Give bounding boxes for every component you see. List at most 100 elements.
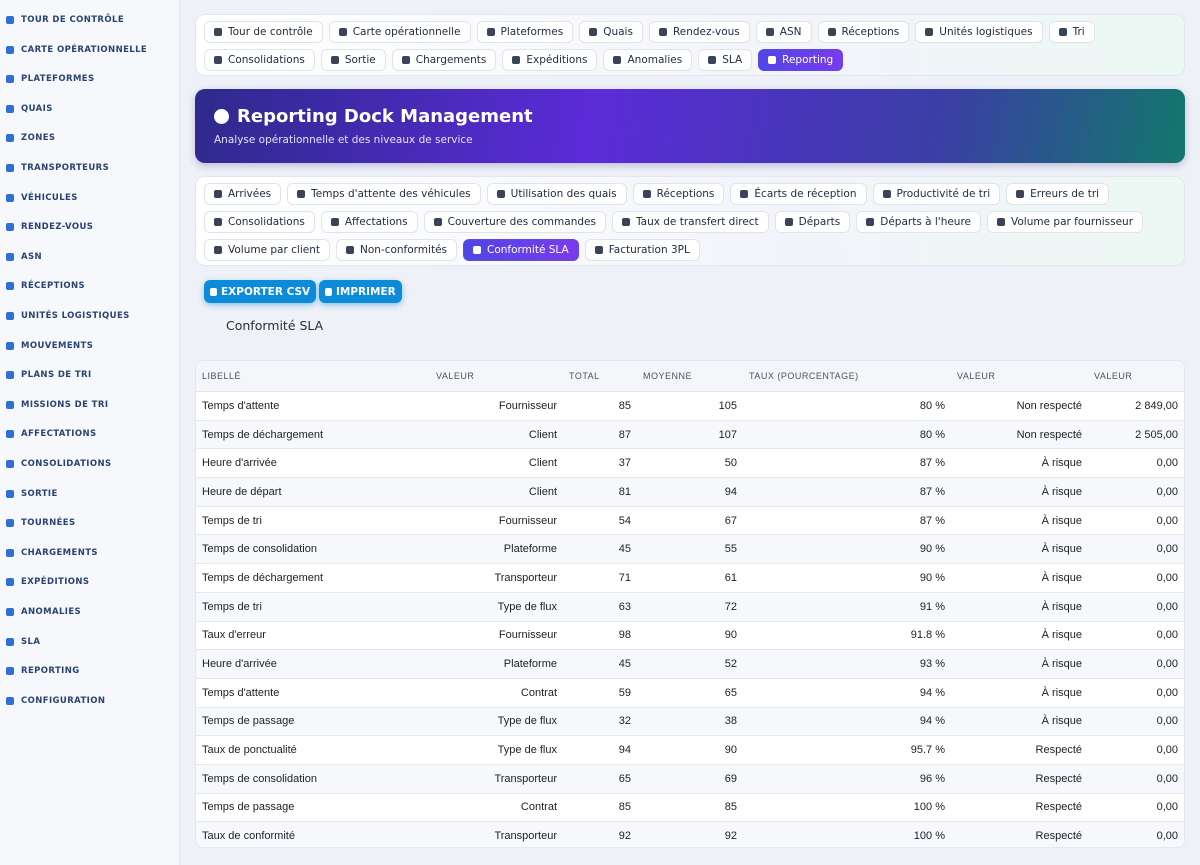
table-cell: Fournisseur [430, 620, 563, 650]
tab[interactable]: Taux de transfert direct [611, 211, 769, 233]
sidebar-item[interactable]: CHARGEMENTS [6, 546, 98, 560]
sidebar-item[interactable]: TOURNÉES [6, 516, 76, 530]
sidebar-item[interactable]: AFFECTATIONS [6, 427, 97, 441]
sidebar-item[interactable]: RENDEZ-VOUS [6, 220, 93, 234]
table-cell: 65 [563, 763, 637, 794]
icon [214, 190, 222, 198]
sidebar-item[interactable]: RÉCEPTIONS [6, 279, 85, 293]
table-cell: 95.7 % [743, 735, 951, 765]
tab[interactable]: Sortie [320, 49, 386, 71]
sidebar-item[interactable]: ANOMALIES [6, 605, 81, 619]
sidebar-item[interactable]: ASN [6, 250, 42, 264]
tab[interactable]: Affectations [320, 211, 418, 233]
sidebar-item[interactable]: UNITÉS LOGISTIQUES [6, 309, 130, 323]
tab[interactable]: SLA [698, 49, 753, 71]
tab[interactable]: Plateformes [476, 21, 574, 43]
tab[interactable]: Non-conformités [335, 239, 458, 261]
sidebar-item[interactable]: CONSOLIDATIONS [6, 457, 112, 471]
table-cell: 38 [637, 706, 743, 736]
table-cell: Temps de tri [196, 591, 430, 621]
table-cell: 85 [637, 792, 743, 822]
tab[interactable]: Consolidations [204, 49, 315, 71]
tab-label: Sortie [344, 54, 376, 66]
table-cell: 0,00 [1088, 448, 1184, 478]
table-cell: Heure de départ [196, 477, 430, 507]
table-row: Taux de ponctualité Type de flux 94 90 95.7 … [196, 735, 1184, 765]
sidebar-item[interactable]: CARTE OPÉRATIONNELLE [6, 43, 147, 57]
tab[interactable]: Tri [1048, 21, 1095, 43]
tab[interactable]: Volume par fournisseur [987, 211, 1144, 233]
tab[interactable]: Facturation 3PL [584, 239, 700, 261]
table-row: Taux de conformité Transporteur 92 92 100 % R… [196, 821, 1184, 847]
sidebar-item[interactable]: VÉHICULES [6, 191, 78, 205]
print-button[interactable]: IMPRIMER [319, 280, 402, 303]
tab-label: Réceptions [656, 188, 715, 200]
export-button[interactable]: EXPORTER CSV [204, 280, 317, 303]
icon [6, 223, 14, 232]
tab[interactable]: Couverture des commandes [423, 211, 606, 233]
sidebar-label: MOUVEMENTS [21, 340, 94, 351]
table-cell: À risque [951, 505, 1088, 535]
tab[interactable]: Erreurs de tri [1006, 183, 1110, 205]
column-header: VALEUR [430, 361, 563, 392]
sidebar-item[interactable]: ZONES [6, 131, 55, 145]
tab[interactable]: ASN [755, 21, 812, 43]
tab[interactable]: Productivité de tri [872, 183, 1001, 205]
tab[interactable]: Écarts de réception [730, 183, 867, 205]
sidebar-label: SORTIE [21, 488, 58, 499]
sidebar-item[interactable]: EXPÉDITIONS [6, 575, 89, 589]
table-cell: Temps de consolidation [196, 763, 430, 794]
tab[interactable]: Tour de contrôle [204, 21, 323, 43]
table-cell: 87 % [743, 505, 951, 535]
tab[interactable]: Carte opérationnelle [328, 21, 471, 43]
table-cell: 0,00 [1088, 591, 1184, 621]
table-cell: 37 [563, 448, 637, 478]
tab[interactable]: Anomalies [603, 49, 693, 71]
table-cell: Contrat [430, 677, 563, 708]
tab[interactable]: Départs [774, 211, 851, 233]
table-cell: 90 [637, 735, 743, 765]
tab[interactable]: Utilisation des quais [486, 183, 627, 205]
table-cell: 0,00 [1088, 477, 1184, 507]
table-cell: À risque [951, 620, 1088, 650]
tab-label: Utilisation des quais [510, 188, 617, 200]
sidebar-item[interactable]: SLA [6, 635, 40, 649]
sidebar-item[interactable]: PLATEFORMES [6, 72, 95, 86]
icon [6, 548, 14, 557]
icon [214, 28, 222, 36]
table-cell: 55 [637, 534, 743, 564]
sidebar-item[interactable]: MOUVEMENTS [6, 339, 93, 353]
sidebar-item[interactable]: TRANSPORTEURS [6, 161, 109, 175]
tab[interactable]: Réceptions [632, 183, 725, 205]
sidebar-item[interactable]: REPORTING [6, 664, 80, 678]
tab[interactable]: Temps d'attente des véhicules [287, 183, 481, 205]
tab[interactable]: Chargements [391, 49, 497, 71]
table-cell: 100 % [743, 821, 951, 847]
tab[interactable]: Volume par client [204, 239, 330, 261]
tab[interactable]: Reporting [758, 49, 844, 71]
tab[interactable]: Consolidations [204, 211, 315, 233]
table-cell: 0,00 [1088, 505, 1184, 535]
tab-label: Départs [798, 216, 841, 228]
tab[interactable]: Arrivées [204, 183, 282, 205]
tab[interactable]: Départs à l'heure [856, 211, 982, 233]
tab[interactable]: Réceptions [817, 21, 910, 43]
sidebar-item[interactable]: SORTIE [6, 487, 58, 501]
icon [6, 637, 14, 646]
table-row: Temps de consolidation Plateforme 45 55 90 %… [196, 534, 1184, 564]
sidebar-label: RENDEZ-VOUS [21, 222, 94, 233]
sidebar-item[interactable]: CONFIGURATION [6, 694, 105, 708]
tab[interactable]: Expéditions [502, 49, 598, 71]
table-cell: Respecté [951, 821, 1088, 847]
sidebar-item[interactable]: QUAIS [6, 102, 53, 116]
tab[interactable]: Quais [579, 21, 643, 43]
sidebar-item[interactable]: TOUR DE CONTRÔLE [6, 13, 124, 27]
tab[interactable]: Unités logistiques [915, 21, 1043, 43]
table-row: Temps de consolidation Transporteur 65 69 96… [196, 763, 1184, 794]
column-header: LIBELLÉ [196, 361, 430, 392]
tab[interactable]: Rendez-vous [648, 21, 750, 43]
tab[interactable]: Conformité SLA [463, 239, 579, 261]
sidebar-item[interactable]: MISSIONS DE TRI [6, 398, 108, 412]
icon [6, 519, 14, 528]
sidebar-item[interactable]: PLANS DE TRI [6, 368, 92, 382]
